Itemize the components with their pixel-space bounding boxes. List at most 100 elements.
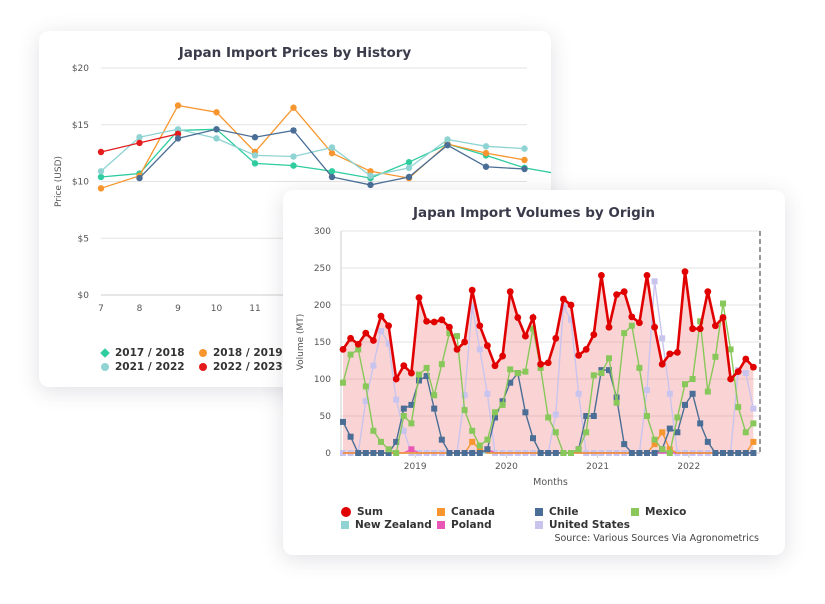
data-point: [385, 450, 392, 456]
data-point: [408, 420, 415, 427]
data-point: [405, 159, 413, 166]
data-point: [727, 450, 734, 456]
data-point: [545, 450, 552, 456]
data-point: [674, 414, 681, 421]
data-point: [560, 450, 567, 456]
x-axis-label: Months: [533, 477, 568, 488]
data-point: [328, 149, 336, 157]
data-point: [590, 372, 597, 379]
data-point: [468, 286, 476, 294]
legend-marker: [199, 363, 207, 371]
data-point: [521, 145, 528, 152]
data-point: [423, 317, 430, 325]
data-point: [507, 379, 514, 386]
series-series: [136, 126, 528, 189]
data-point: [484, 436, 491, 443]
data-point: [370, 427, 377, 434]
y-tick-label: 200: [314, 301, 331, 311]
data-point: [552, 450, 559, 456]
data-point: [750, 438, 757, 445]
data-point: [251, 152, 259, 159]
data-point: [682, 381, 688, 388]
legend-marker: [100, 348, 110, 358]
y-axis-label: Volume (MT): [296, 314, 306, 371]
data-point: [340, 379, 346, 386]
y-tick-label: $10: [72, 178, 89, 188]
data-point: [461, 450, 468, 456]
data-point: [393, 450, 400, 456]
data-point: [339, 346, 347, 353]
prices-chart-title: Japan Import Prices by History: [178, 45, 412, 61]
legend-marker: [341, 507, 351, 517]
legend-item-sum[interactable]: Sum: [341, 506, 383, 518]
data-point: [666, 390, 673, 397]
volumes-chart: 0 50 100 150 200 250 300 2019 2020 2021 2022 Months…: [296, 227, 761, 488]
data-point: [347, 334, 354, 342]
y-tick-label: 150: [314, 338, 331, 348]
data-point: [174, 135, 182, 142]
data-point: [644, 413, 650, 419]
data-point: [742, 370, 749, 377]
x-tick-label: 2019: [404, 462, 427, 472]
legend-item-united-states[interactable]: United States: [535, 519, 630, 531]
data-point: [651, 323, 658, 331]
legend-label: New Zealand: [355, 519, 432, 531]
data-point: [408, 401, 415, 408]
data-point: [567, 301, 575, 309]
data-point: [446, 323, 453, 331]
data-point: [529, 314, 537, 321]
data-point: [552, 334, 560, 342]
legend-item-new-zealand[interactable]: New Zealand: [341, 519, 432, 531]
data-point: [415, 294, 423, 301]
data-point: [537, 360, 544, 368]
data-point: [704, 288, 712, 296]
data-point: [499, 352, 506, 360]
data-point: [545, 414, 552, 421]
series-sum: [339, 268, 757, 383]
data-point: [651, 441, 658, 448]
y-tick-label: $5: [78, 234, 89, 244]
data-point: [347, 433, 354, 440]
data-point: [354, 340, 362, 348]
legend-item-2018-2019[interactable]: 2018 / 2019: [199, 347, 283, 359]
data-point: [704, 438, 711, 445]
legend-item-canada[interactable]: Canada: [437, 506, 495, 518]
data-point: [444, 136, 451, 143]
data-point: [674, 348, 681, 356]
legend-label: 2018 / 2019: [213, 347, 283, 359]
data-point: [682, 401, 688, 408]
data-point: [213, 135, 220, 142]
data-point: [469, 438, 476, 445]
legend-item-mexico[interactable]: Mexico: [631, 506, 686, 518]
data-point: [598, 272, 605, 279]
data-point: [697, 420, 704, 427]
data-point: [362, 450, 369, 456]
y-tick-label: 100: [314, 375, 331, 385]
data-point: [590, 331, 598, 338]
data-point: [400, 413, 407, 419]
data-point: [628, 322, 635, 329]
data-point: [506, 288, 514, 296]
data-point: [720, 300, 726, 307]
data-point: [136, 139, 143, 147]
data-point: [393, 396, 400, 403]
legend-item-2021-2022[interactable]: 2021 / 2022: [101, 361, 185, 373]
data-point: [378, 438, 384, 445]
legend-item-2022-2023[interactable]: 2022 / 2023: [199, 361, 283, 373]
data-point: [552, 429, 559, 436]
sum-area: [343, 271, 754, 453]
data-point: [575, 351, 582, 359]
data-point: [362, 383, 369, 390]
data-point: [598, 370, 605, 377]
legend-item-2017-2018[interactable]: 2017 / 2018: [100, 347, 185, 359]
legend-item-chile[interactable]: Chile: [535, 506, 579, 518]
data-point: [620, 288, 628, 296]
legend-item-poland[interactable]: Poland: [437, 519, 492, 531]
data-point: [446, 330, 453, 337]
series-line: [100, 104, 525, 189]
legend-marker: [437, 521, 445, 529]
data-point: [328, 144, 336, 151]
legend-label: Mexico: [645, 506, 687, 518]
data-point: [522, 368, 529, 375]
data-point: [636, 450, 643, 456]
